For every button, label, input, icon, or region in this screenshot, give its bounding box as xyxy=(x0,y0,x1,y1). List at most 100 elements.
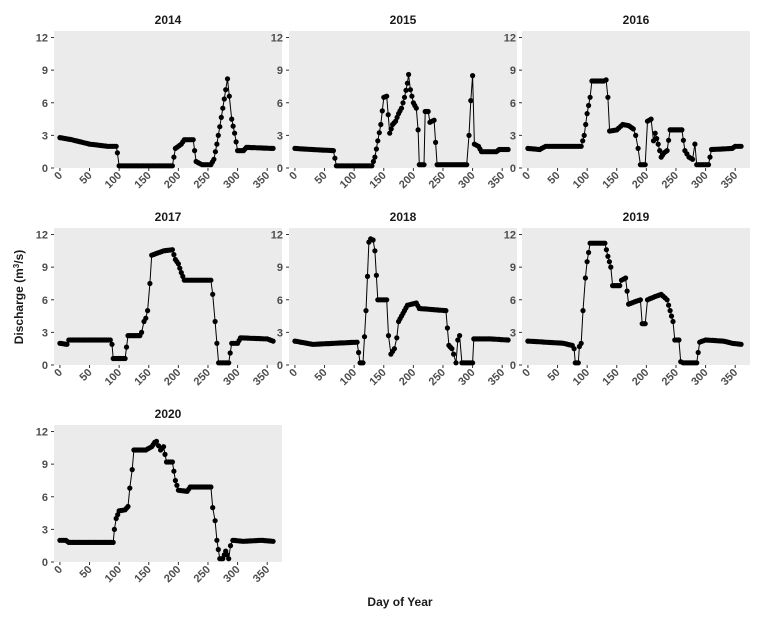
data-point xyxy=(642,321,648,327)
y-tick-label: 0 xyxy=(42,360,48,372)
data-point xyxy=(409,93,415,99)
x-tick-label: 150 xyxy=(367,170,388,191)
data-point xyxy=(668,313,675,319)
data-point xyxy=(212,149,218,155)
data-point xyxy=(605,253,611,259)
data-point xyxy=(226,556,232,562)
y-tick-label: 0 xyxy=(42,163,48,175)
data-point xyxy=(177,265,183,271)
panel-title: 2016 xyxy=(623,13,650,27)
data-point xyxy=(161,444,167,450)
y-tick-label: 0 xyxy=(277,163,283,175)
data-point xyxy=(666,137,672,143)
data-point xyxy=(398,105,405,111)
data-point xyxy=(378,121,384,128)
x-tick-label: 100 xyxy=(338,367,359,388)
x-tick-label: 300 xyxy=(689,170,710,191)
data-point xyxy=(387,130,393,136)
data-point xyxy=(384,93,390,99)
y-tick-label: 3 xyxy=(42,524,48,536)
data-point xyxy=(332,155,338,161)
data-point xyxy=(457,333,463,339)
x-tick-label: 350 xyxy=(486,170,507,191)
panel-2020: 2020 0 3 6 9 12 0 50 100 150 200 250 300 350 xyxy=(36,407,282,585)
data-point xyxy=(455,337,461,343)
x-tick-label: 350 xyxy=(719,367,740,388)
data-point xyxy=(705,162,712,168)
x-tick-label: 250 xyxy=(192,170,213,191)
data-point xyxy=(109,341,115,347)
data-point xyxy=(143,315,149,321)
data-point xyxy=(376,130,382,136)
data-point xyxy=(162,451,168,457)
panel-title: 2014 xyxy=(155,13,182,27)
data-point xyxy=(211,156,217,162)
data-point xyxy=(224,76,231,82)
x-tick-label: 200 xyxy=(162,367,183,388)
data-point xyxy=(571,346,577,352)
x-tick-label: 200 xyxy=(397,170,418,191)
data-point xyxy=(379,108,385,114)
data-point xyxy=(707,154,713,160)
data-point xyxy=(107,337,113,343)
data-point xyxy=(385,333,392,339)
x-tick-label: 250 xyxy=(192,564,213,585)
x-tick-label: 50 xyxy=(78,564,95,581)
y-axis-title-main: Discharge (m xyxy=(12,268,26,344)
data-point xyxy=(655,141,661,147)
y-tick-label: 9 xyxy=(510,65,516,77)
data-point xyxy=(692,141,698,147)
data-point xyxy=(642,162,648,168)
x-tick-label: 0 xyxy=(287,170,300,183)
data-point xyxy=(232,130,238,136)
panel-2019: 2019 0 3 6 9 12 0 50 100 150 200 250 300 350 xyxy=(504,210,750,388)
y-tick-label: 9 xyxy=(42,459,48,471)
data-point xyxy=(391,346,397,352)
data-point xyxy=(505,146,511,153)
data-point xyxy=(464,162,470,168)
data-point xyxy=(110,539,116,546)
x-tick-label: 0 xyxy=(520,170,533,183)
data-point xyxy=(221,96,227,102)
data-points-2015 xyxy=(292,71,511,169)
data-point xyxy=(192,148,198,154)
data-point xyxy=(586,249,592,256)
data-point xyxy=(582,275,589,281)
y-tick-label: 12 xyxy=(504,230,516,242)
y-tick-label: 6 xyxy=(277,295,283,307)
data-points-2018 xyxy=(292,236,511,366)
x-tick-label: 0 xyxy=(287,367,300,380)
data-point xyxy=(444,325,450,331)
x-axis-title: Day of Year xyxy=(367,595,432,609)
data-point xyxy=(401,94,408,100)
data-point xyxy=(443,308,449,314)
y-tick-label: 9 xyxy=(277,65,283,77)
y-tick-label: 6 xyxy=(42,98,48,110)
data-point xyxy=(361,334,368,340)
data-point xyxy=(657,148,663,154)
data-point xyxy=(635,145,641,151)
data-point xyxy=(330,148,336,154)
y-axis-title-unit-end: /s) xyxy=(12,250,26,264)
y-tick-label: 3 xyxy=(42,327,48,339)
data-point xyxy=(370,158,376,165)
data-point xyxy=(667,308,673,314)
panel-2017: 2017 0 3 6 9 12 0 50 100 150 200 250 300 350 xyxy=(36,210,282,388)
data-point xyxy=(630,126,636,132)
y-tick-label: 6 xyxy=(42,492,48,504)
y-tick-label: 0 xyxy=(510,360,516,372)
x-tick-label: 350 xyxy=(486,367,507,388)
data-point xyxy=(372,248,378,254)
data-point xyxy=(738,341,744,347)
y-tick-label: 3 xyxy=(277,327,283,339)
x-tick-label: 200 xyxy=(397,367,418,388)
data-point xyxy=(664,148,670,154)
x-tick-label: 50 xyxy=(78,367,95,384)
data-point xyxy=(470,73,476,79)
data-point xyxy=(468,98,474,104)
x-tick-label: 350 xyxy=(251,564,272,585)
data-point xyxy=(694,360,700,366)
x-tick-label: 250 xyxy=(192,367,213,388)
data-point xyxy=(111,526,117,533)
